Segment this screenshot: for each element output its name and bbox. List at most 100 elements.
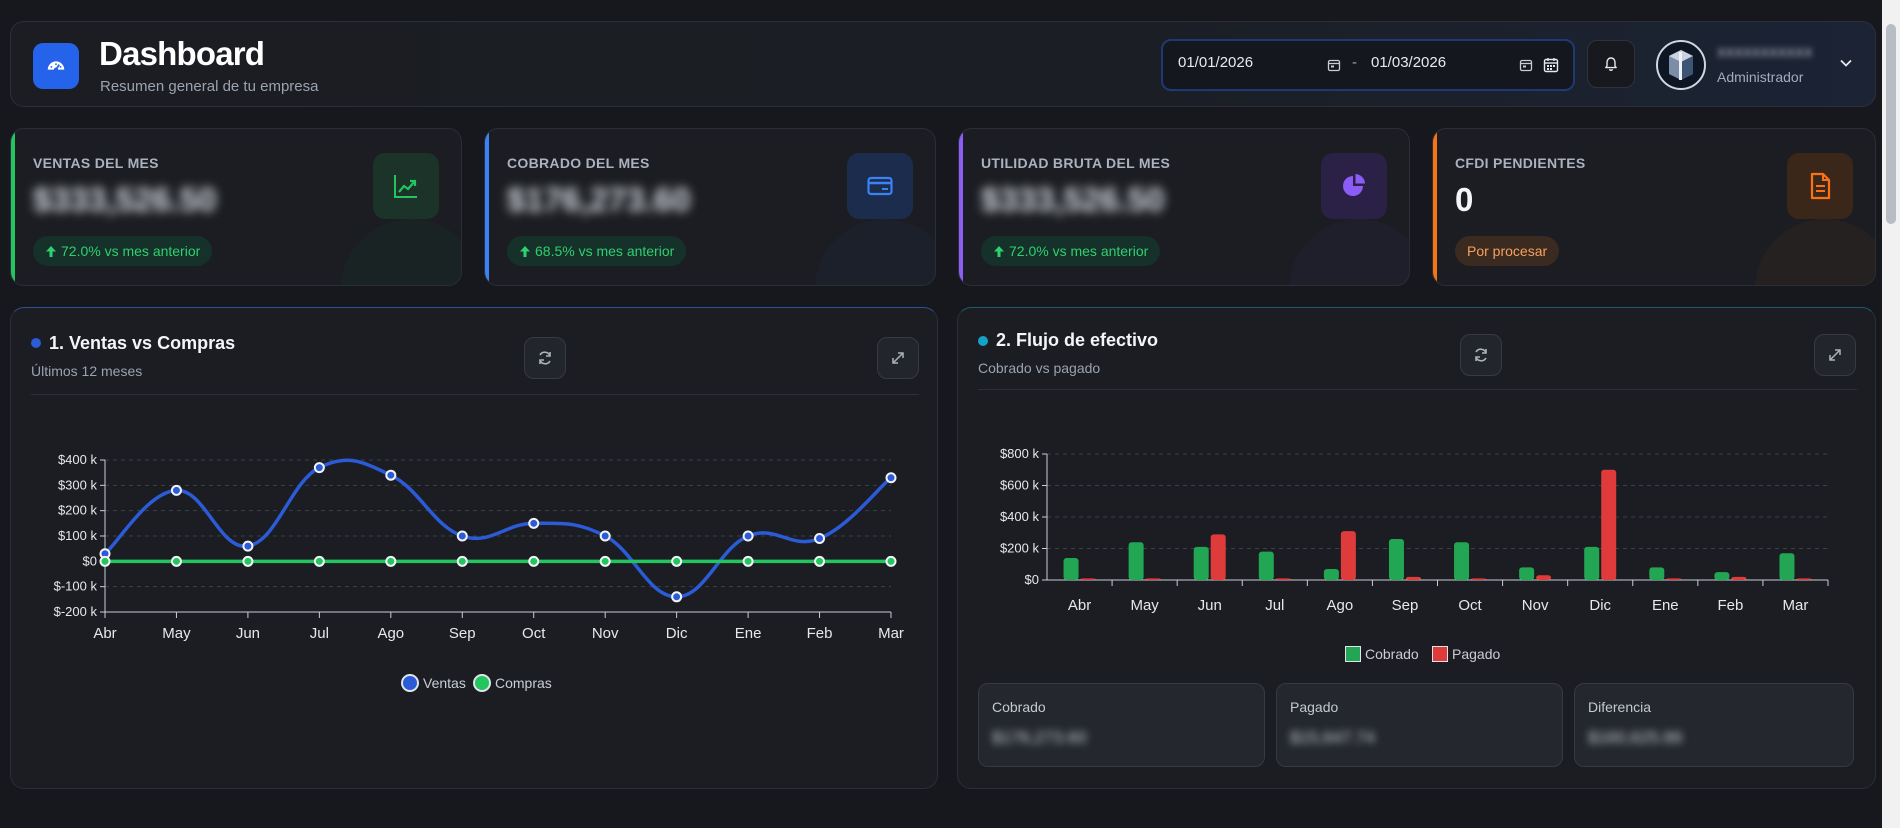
legend-ventas[interactable]: Ventas: [401, 674, 466, 692]
compras-point: [599, 555, 611, 567]
summary-value: $15,647.74: [1290, 728, 1376, 747]
ventas-point: [814, 533, 826, 545]
refresh-icon: [1475, 348, 1487, 362]
pagado-bar: [1275, 578, 1291, 580]
ventas-point: [385, 469, 397, 481]
summary-diferencia: Diferencia $160,625.86: [1574, 683, 1854, 767]
pagado-bar: [1340, 531, 1356, 580]
x-tick-label: Feb: [1717, 597, 1743, 614]
expand-button[interactable]: [1814, 334, 1856, 376]
legend-label: Ventas: [423, 675, 466, 691]
x-tick-label: Abr: [93, 625, 116, 642]
stat-label: CFDI PENDIENTES: [1455, 155, 1586, 171]
cobrado-bar: [1779, 553, 1795, 580]
ventas-point: [742, 530, 754, 542]
card-accent: [11, 129, 15, 285]
refresh-button[interactable]: [524, 337, 566, 379]
cobrado-bar: [1323, 568, 1339, 580]
cobrado-bar: [1388, 539, 1404, 580]
y-tick-label: $800 k: [1000, 446, 1040, 461]
credit-card-icon: [867, 176, 893, 196]
x-tick-label: Oct: [522, 625, 546, 642]
page-title: Dashboard: [99, 35, 265, 72]
card-subtitle: Cobrado vs pagado: [978, 360, 1101, 376]
summary-cobrado: Cobrado $176,273.60: [978, 683, 1265, 767]
arrow-up-icon: [994, 245, 1004, 257]
x-tick-label: Ago: [1327, 597, 1354, 614]
user-logo-icon: [1669, 50, 1693, 80]
y-tick-label: $-100 k: [54, 579, 98, 594]
stat-value: $333,526.50: [33, 181, 217, 218]
ventas-point: [671, 591, 683, 603]
scrollbar-thumb[interactable]: [1886, 24, 1896, 224]
cobrado-bar: [1258, 551, 1274, 580]
card-glow: [1289, 219, 1409, 285]
x-tick-label: Ene: [1652, 597, 1679, 614]
card-title: 2. Flujo de efectivo: [996, 330, 1159, 350]
expand-button[interactable]: [877, 337, 919, 379]
user-menu[interactable]: XXXXXXXXXXX Administrador: [1654, 38, 1864, 92]
pie-chart-icon: [1343, 174, 1365, 196]
date-to-input[interactable]: 01/03/2026: [1371, 54, 1447, 71]
ventas-line: [103, 458, 893, 599]
stat-badge: 68.5% vs mes anterior: [507, 236, 687, 266]
x-tick-label: Nov: [592, 625, 619, 642]
y-tick-label: $400 k: [1000, 509, 1040, 524]
pagado-bar: [1405, 576, 1421, 580]
document-icon: [1810, 172, 1831, 200]
cobrado-bar: [1714, 572, 1730, 580]
y-tick-label: $200 k: [1000, 541, 1040, 556]
stat-icon-box: [373, 153, 439, 219]
x-tick-label: Sep: [449, 625, 476, 642]
x-tick-label: Jun: [1198, 597, 1222, 614]
pagado-bar: [1536, 575, 1552, 580]
ventas-point: [599, 530, 611, 542]
stat-card-cfdi: CFDI PENDIENTES 0 Por procesar: [1432, 128, 1876, 286]
x-tick-label: Jul: [1265, 597, 1284, 614]
compras-point: [814, 555, 826, 567]
x-tick-label: Nov: [1522, 597, 1549, 614]
legend-cobrado[interactable]: Cobrado: [1345, 646, 1419, 662]
y-tick-label: $-200 k: [54, 604, 98, 619]
cobrado-bar: [1193, 546, 1209, 580]
stat-icon-box: [1787, 153, 1853, 219]
x-tick-label: Jun: [236, 625, 260, 642]
date-separator: -: [1352, 54, 1357, 71]
ventas-point: [528, 517, 540, 529]
cobrado-bar: [1519, 567, 1535, 580]
stat-label: VENTAS DEL MES: [33, 155, 159, 171]
ventas-point: [313, 462, 325, 474]
y-tick-label: $0: [1025, 572, 1039, 587]
ventas-compras-chart: $400 k $300 k $200 k $100 k $0 $-100 k $-200 k…: [54, 452, 904, 642]
date-from-input[interactable]: 01/01/2026: [1178, 54, 1254, 71]
card-glow: [341, 219, 461, 285]
x-tick-label: May: [162, 625, 191, 642]
calendar-picker-icon[interactable]: [1543, 57, 1559, 73]
refresh-button[interactable]: [1460, 334, 1502, 376]
x-tick-label: Mar: [1783, 597, 1809, 614]
flujo-efectivo-chart: $800 k $600 k $400 k $200 k $0 Abr May Jun Jul Ag…: [1000, 446, 1829, 614]
cobrado-bar: [1584, 546, 1600, 580]
stat-card-utilidad: UTILIDAD BRUTA DEL MES $333,526.50 72.0%…: [958, 128, 1410, 286]
calendar-icon[interactable]: [1327, 58, 1341, 72]
date-range-picker: 01/01/2026 - 01/03/2026: [1161, 39, 1575, 91]
x-tick-label: Dic: [666, 625, 688, 642]
ventas-point: [885, 472, 897, 484]
scrollbar[interactable]: [1882, 0, 1900, 828]
compras-point: [385, 555, 397, 567]
arrow-up-icon: [520, 245, 530, 257]
pagado-bar: [1666, 578, 1682, 580]
x-tick-label: Abr: [1068, 597, 1091, 614]
legend-pagado[interactable]: Pagado: [1432, 646, 1500, 662]
notifications-button[interactable]: [1587, 40, 1635, 88]
y-tick-label: $0: [83, 553, 97, 568]
stat-badge: 72.0% vs mes anterior: [981, 236, 1161, 266]
ventas-point: [456, 530, 468, 542]
calendar-icon[interactable]: [1519, 58, 1533, 72]
chevron-down-icon[interactable]: [1839, 56, 1853, 70]
avatar: [1656, 40, 1706, 90]
cobrado-bar: [1454, 542, 1470, 580]
legend-compras[interactable]: Compras: [473, 674, 552, 692]
legend-label: Cobrado: [1365, 646, 1419, 662]
summary-value: $176,273.60: [992, 728, 1087, 747]
